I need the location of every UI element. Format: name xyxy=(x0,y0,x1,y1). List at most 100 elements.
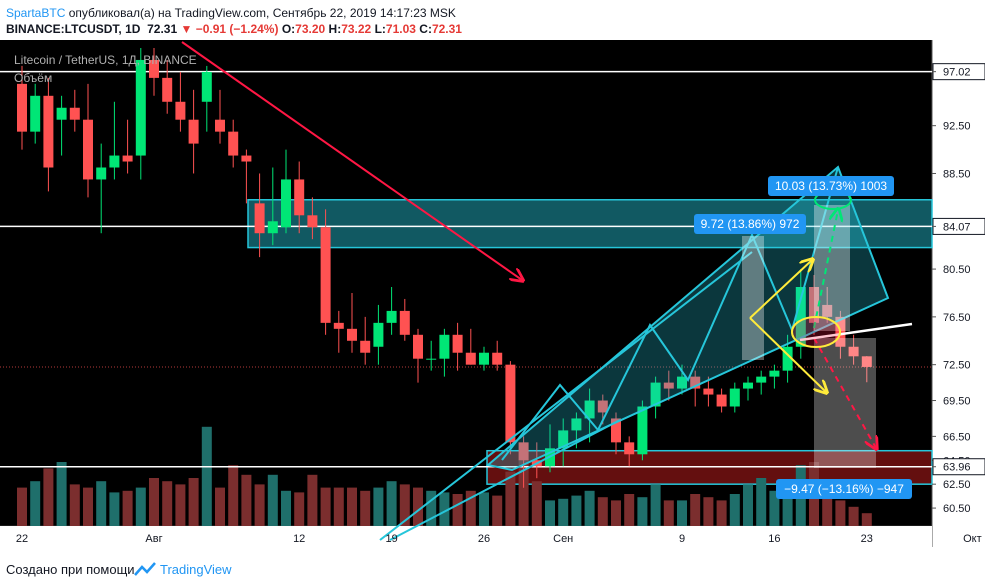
measure-box-3 xyxy=(814,338,876,468)
volume-bar xyxy=(320,487,331,526)
measurement-labels: 9.72 (13.86%) 972 10.03 (13.73%) 1003 −9… xyxy=(694,176,912,499)
tradingview-logo-icon[interactable] xyxy=(134,561,156,579)
candle-body xyxy=(782,346,793,371)
candle-body xyxy=(69,107,80,120)
candle-body xyxy=(492,352,503,365)
candle-body xyxy=(162,77,173,102)
chart-legend-title: Litecoin / TetherUS, 1Д, BINANCE xyxy=(14,53,197,67)
volume-bar xyxy=(822,484,833,526)
x-tick-label: 16 xyxy=(768,533,780,545)
ohlc-line: BINANCE:LTCUSDT, 1D 72.31 ▼ −0.91 (−1.24… xyxy=(6,22,462,36)
high-value: 73.22 xyxy=(341,22,372,36)
y-tick-label: 63.96 xyxy=(943,462,971,474)
volume-bar xyxy=(43,468,54,526)
candle-body xyxy=(135,59,146,156)
measure-label-2: 10.03 (13.73%) 1003 xyxy=(775,179,887,193)
candle-body xyxy=(743,382,753,389)
volume-bar xyxy=(452,494,463,526)
volume-bar xyxy=(835,500,846,526)
y-tick-label: 76.50 xyxy=(943,312,971,324)
candle-body xyxy=(149,59,159,78)
volume-bar xyxy=(439,492,450,526)
author-link[interactable]: SpartaBTC xyxy=(6,6,66,20)
volume-bar xyxy=(597,497,608,526)
y-tick-label: 72.50 xyxy=(943,360,971,372)
volume-bar xyxy=(756,478,767,526)
close-value: 72.31 xyxy=(431,22,462,36)
y-tick-label: 62.50 xyxy=(943,479,971,491)
volume-bar xyxy=(716,500,727,526)
volume-bar xyxy=(109,492,120,526)
candle-body xyxy=(558,430,569,449)
close-label: C: xyxy=(419,22,432,36)
y-tick-label: 69.50 xyxy=(943,396,971,408)
volume-bar xyxy=(294,492,305,526)
candle-body xyxy=(307,215,318,228)
downtrend-arrow xyxy=(181,41,522,280)
volume-bar xyxy=(201,426,212,526)
candle-body xyxy=(716,394,727,407)
measure-label-1: 9.72 (13.86%) 972 xyxy=(701,217,800,231)
volume-bar xyxy=(254,484,265,526)
y-tick-label: 80.50 xyxy=(943,264,971,276)
symbol-label: BINANCE:LTCUSDT, 1D xyxy=(6,22,141,36)
candle-body xyxy=(624,442,635,455)
volume-bar xyxy=(690,494,701,526)
volume-bar xyxy=(17,487,27,526)
publish-line: SpartaBTC опубликовал(а) на TradingView.… xyxy=(6,6,456,20)
candle-body xyxy=(439,334,450,359)
measure-box-2 xyxy=(814,205,850,331)
volume-bar xyxy=(149,478,159,526)
measure-label-3: −9.47 (−13.16%) −947 xyxy=(784,482,904,496)
candle-body xyxy=(56,107,67,120)
down-arrow-icon: ▼ xyxy=(180,22,193,36)
wedge-lower-trendline xyxy=(389,419,621,541)
time-axis xyxy=(0,526,932,547)
open-value: 73.20 xyxy=(295,22,326,36)
candle-body xyxy=(848,346,859,357)
x-tick-label: 19 xyxy=(385,533,397,545)
volume-bar xyxy=(175,484,186,526)
measure-label-3-bg xyxy=(776,479,912,499)
candle-body xyxy=(505,364,516,443)
volume-bar xyxy=(465,490,476,526)
candle-body xyxy=(861,356,872,367)
tradingview-link[interactable]: TradingView xyxy=(160,562,232,577)
volume-bar xyxy=(426,490,437,526)
candle-body xyxy=(30,95,41,132)
candle-body xyxy=(386,310,397,323)
last-price: 72.31 xyxy=(147,22,178,36)
volume-bar xyxy=(531,481,542,526)
candle-body xyxy=(426,358,437,360)
volume-bar xyxy=(703,497,714,526)
candle-body xyxy=(690,376,701,389)
volume-bar xyxy=(611,500,621,526)
candle-body xyxy=(571,418,582,431)
y-tick-label: 66.50 xyxy=(943,431,971,443)
x-tick-label: Окт xyxy=(963,533,982,545)
candle-body xyxy=(188,119,199,144)
x-axis-labels: 22 Авг 12 19 26 Сен 9 16 23 Окт xyxy=(16,533,982,545)
candle-body xyxy=(809,287,819,323)
y-tick-label: 60.50 xyxy=(943,503,971,515)
volume-bar xyxy=(650,484,661,526)
green-dashed-arrow xyxy=(813,210,838,329)
yellow-down-arrow xyxy=(749,317,826,392)
price-chart[interactable]: 9.72 (13.86%) 972 10.03 (13.73%) 1003 −9… xyxy=(0,40,985,549)
candle-body xyxy=(83,119,93,180)
candle-body xyxy=(175,101,186,120)
candle-body xyxy=(769,370,780,377)
candle-body xyxy=(267,221,278,234)
volume-bar xyxy=(769,490,780,526)
candle-body xyxy=(413,334,423,359)
candle-body xyxy=(795,287,806,347)
candle-body xyxy=(96,167,107,180)
candle-body xyxy=(109,155,120,168)
volume-bar xyxy=(663,500,674,526)
candle-body xyxy=(122,155,133,162)
candle-body xyxy=(465,352,476,365)
candle-body xyxy=(650,382,661,407)
volume-bar xyxy=(347,487,357,526)
candle-body xyxy=(584,400,595,419)
measure-label-2-bg xyxy=(768,176,894,196)
